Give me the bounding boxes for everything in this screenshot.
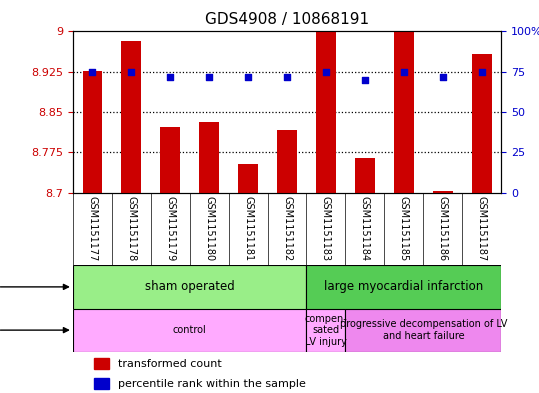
Text: transformed count: transformed count	[118, 359, 222, 369]
Bar	[277, 130, 297, 193]
Point	[478, 68, 486, 75]
Text: GSM1151186: GSM1151186	[438, 196, 448, 261]
Text: sham operated: sham operated	[145, 280, 234, 294]
Bar	[316, 31, 336, 193]
Bar	[433, 191, 453, 193]
Text: GSM1151178: GSM1151178	[126, 196, 136, 261]
Text: percentile rank within the sample: percentile rank within the sample	[118, 378, 306, 389]
Bar	[355, 158, 375, 193]
Text: protocol: protocol	[0, 280, 68, 294]
Text: large myocardial infarction: large myocardial infarction	[324, 280, 483, 294]
Bar	[238, 164, 258, 193]
Bar	[472, 54, 492, 193]
Bar	[161, 127, 180, 193]
Point	[205, 73, 213, 80]
Title: GDS4908 / 10868191: GDS4908 / 10868191	[205, 13, 369, 28]
Text: GSM1151184: GSM1151184	[360, 196, 370, 261]
Text: GSM1151181: GSM1151181	[243, 196, 253, 261]
FancyBboxPatch shape	[73, 265, 307, 309]
FancyBboxPatch shape	[73, 309, 307, 352]
Text: progressive decompensation of LV
and heart failure: progressive decompensation of LV and hea…	[340, 320, 507, 341]
Text: disease state: disease state	[0, 323, 68, 337]
FancyBboxPatch shape	[345, 309, 501, 352]
Point	[439, 73, 447, 80]
Text: compen-
sated
LV injury: compen- sated LV injury	[305, 314, 347, 347]
Bar	[82, 71, 102, 193]
Text: GSM1151177: GSM1151177	[87, 196, 97, 262]
Point	[88, 68, 96, 75]
Bar	[94, 378, 109, 389]
Bar	[199, 122, 219, 193]
Text: GSM1151179: GSM1151179	[165, 196, 175, 261]
Text: GSM1151183: GSM1151183	[321, 196, 331, 261]
Point	[244, 73, 252, 80]
Point	[322, 68, 330, 75]
Point	[127, 68, 135, 75]
Text: GSM1151185: GSM1151185	[399, 196, 409, 261]
Point	[166, 73, 175, 80]
Point	[283, 73, 292, 80]
Text: GSM1151182: GSM1151182	[282, 196, 292, 261]
Text: GSM1151187: GSM1151187	[477, 196, 487, 261]
Text: control: control	[173, 325, 206, 335]
Bar	[121, 41, 141, 193]
Bar	[394, 31, 413, 193]
Point	[399, 68, 408, 75]
Bar	[94, 358, 109, 369]
FancyBboxPatch shape	[307, 265, 501, 309]
FancyBboxPatch shape	[307, 309, 345, 352]
Text: GSM1151180: GSM1151180	[204, 196, 214, 261]
Point	[361, 77, 369, 83]
